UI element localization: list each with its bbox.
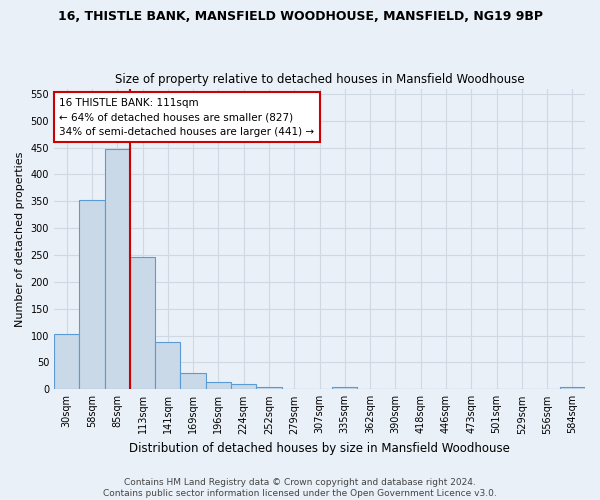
Title: Size of property relative to detached houses in Mansfield Woodhouse: Size of property relative to detached ho… <box>115 73 524 86</box>
Bar <box>206 382 231 390</box>
X-axis label: Distribution of detached houses by size in Mansfield Woodhouse: Distribution of detached houses by size … <box>129 442 510 455</box>
Bar <box>332 386 358 390</box>
Bar <box>256 386 281 390</box>
Text: 16, THISTLE BANK, MANSFIELD WOODHOUSE, MANSFIELD, NG19 9BP: 16, THISTLE BANK, MANSFIELD WOODHOUSE, M… <box>58 10 542 23</box>
Bar <box>231 384 256 390</box>
Bar <box>155 342 181 390</box>
Bar <box>54 334 79 390</box>
Text: Contains HM Land Registry data © Crown copyright and database right 2024.
Contai: Contains HM Land Registry data © Crown c… <box>103 478 497 498</box>
Y-axis label: Number of detached properties: Number of detached properties <box>15 151 25 326</box>
Bar <box>130 257 155 390</box>
Bar <box>104 149 130 390</box>
Bar <box>181 373 206 390</box>
Text: 16 THISTLE BANK: 111sqm
← 64% of detached houses are smaller (827)
34% of semi-d: 16 THISTLE BANK: 111sqm ← 64% of detache… <box>59 98 314 137</box>
Bar <box>560 386 585 390</box>
Bar <box>79 200 104 390</box>
